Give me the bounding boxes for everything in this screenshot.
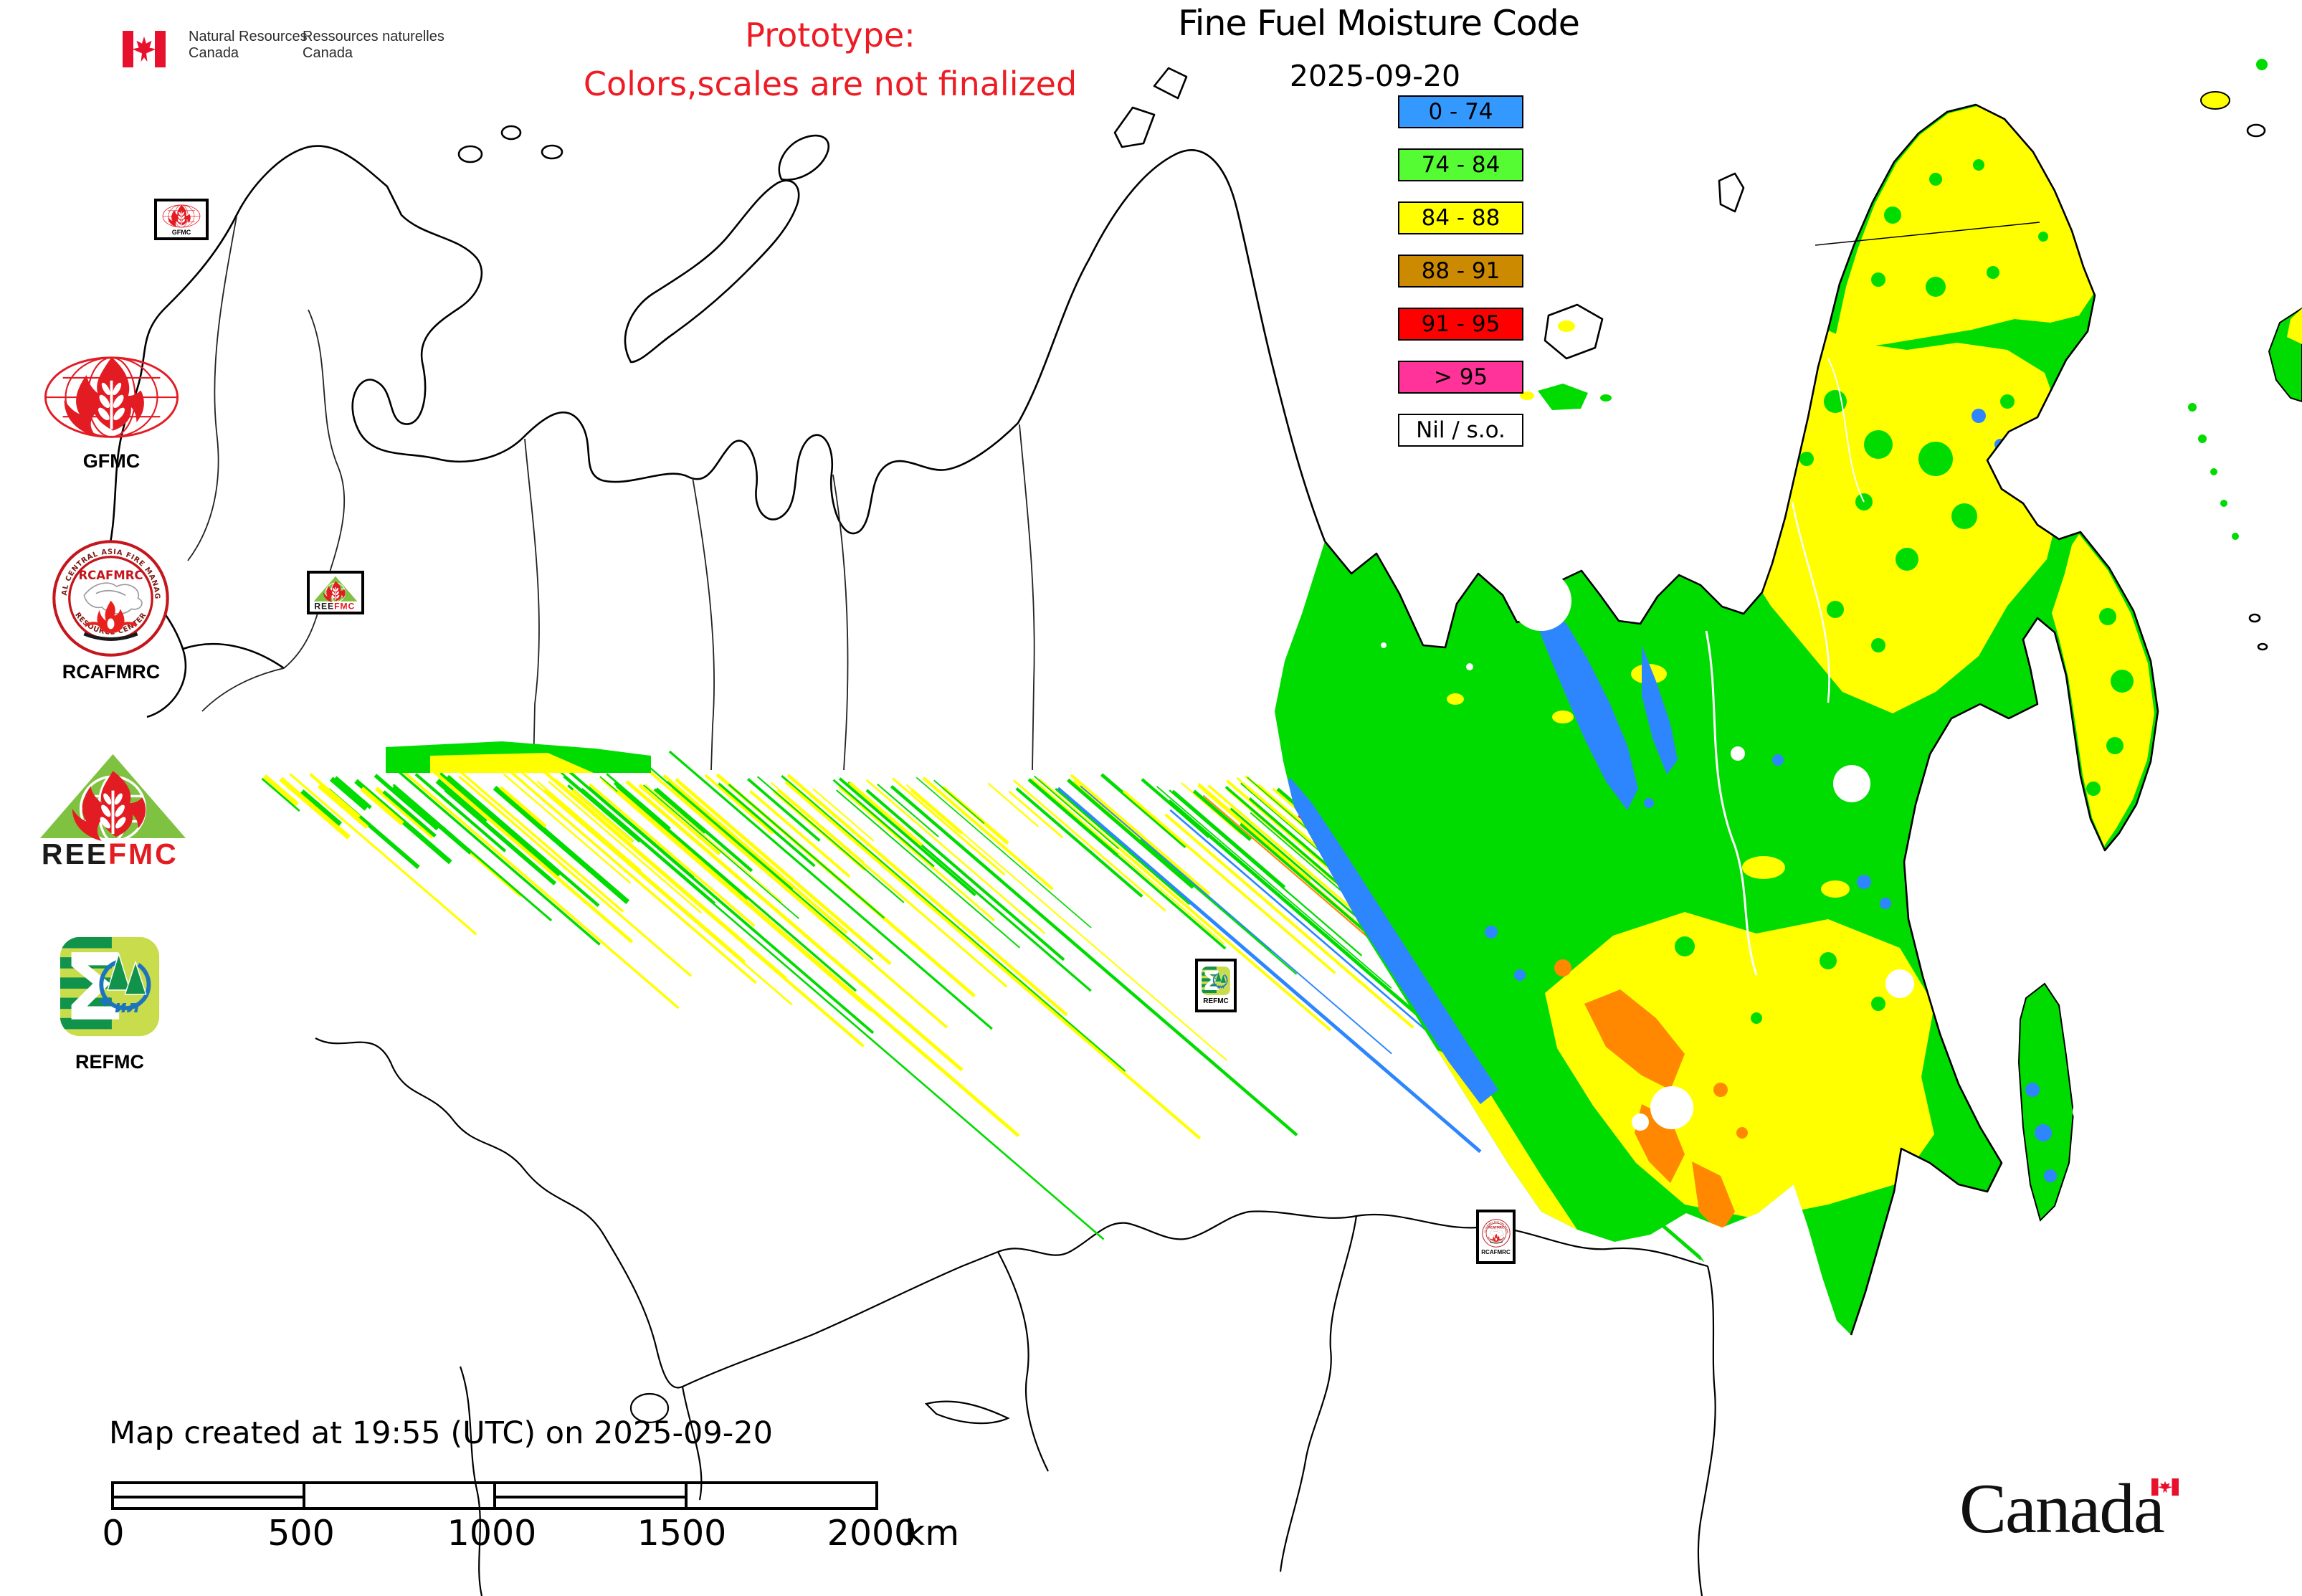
legend-label: > 95 <box>1433 364 1488 390</box>
map-marker-rcafmrc: RCAFMRC <box>1476 1210 1516 1264</box>
scale-tick: 1000 <box>447 1513 537 1554</box>
coastlines-west <box>105 67 2268 718</box>
map-marker-refmc: REFMC <box>1195 959 1237 1012</box>
legend-label: 0 - 74 <box>1428 99 1493 125</box>
legend-label: 74 - 84 <box>1421 152 1500 178</box>
gfmc-logo-label: GFMC <box>82 450 141 472</box>
legend-label: Nil / s.o. <box>1416 417 1506 443</box>
scale-tick: 1500 <box>637 1513 727 1554</box>
map-marker-gfmc: GFMC <box>154 199 209 240</box>
map-created-text: Map created at 19:55 (UTC) on 2025-09-20 <box>109 1415 773 1451</box>
scale-tick: 500 <box>267 1513 335 1554</box>
canada-wordmark: Canada <box>1959 1470 2165 1548</box>
canada-wordmark-flag-icon <box>2151 1478 2179 1496</box>
scale-segment <box>302 1484 494 1507</box>
legend: 0 - 74 74 - 84 84 - 88 88 - 91 91 - 95 >… <box>1398 95 1523 467</box>
map-marker-reefmc <box>307 571 364 614</box>
legend-item-0-74: 0 - 74 <box>1398 95 1523 128</box>
admin-borders <box>187 216 1035 771</box>
islands-east <box>1520 59 2302 1222</box>
legend-label: 91 - 95 <box>1421 311 1500 337</box>
scale-tick: 0 <box>102 1513 125 1554</box>
legend-label: 84 - 88 <box>1421 205 1500 231</box>
legend-label: 88 - 91 <box>1421 258 1500 284</box>
scale-segment <box>114 1484 303 1507</box>
refmc-logo-label: REFMC <box>75 1051 144 1073</box>
legend-item-84-88: 84 - 88 <box>1398 201 1523 234</box>
page-title: Fine Fuel Moisture Code <box>1178 3 1580 44</box>
nrcan-signature-en: Natural Resources Canada <box>189 29 308 61</box>
map-marker-refmc-label: REFMC <box>1203 997 1229 1005</box>
scale-unit: km <box>905 1513 960 1554</box>
streak-strip <box>386 741 651 773</box>
legend-item-91-95: 91 - 95 <box>1398 308 1523 341</box>
gfmc-logo <box>42 353 181 447</box>
legend-item-88-91: 88 - 91 <box>1398 255 1523 288</box>
refmc-logo <box>57 934 162 1042</box>
scale-segment <box>684 1484 876 1507</box>
reefmc-logo <box>36 750 190 870</box>
rcafmrc-logo-label: RCAFMRC <box>62 661 161 683</box>
scale-tick: 2000 <box>827 1513 917 1554</box>
map-marker-gfmc-label: GFMC <box>171 228 191 236</box>
lakes <box>1511 571 2124 1131</box>
canada-flag-icon <box>123 31 166 67</box>
map-marker-rcafmrc-label: RCAFMRC <box>1481 1248 1511 1255</box>
rcafmrc-logo <box>52 539 170 660</box>
nrcan-signature-fr: Ressources naturelles Canada <box>303 29 444 61</box>
legend-item-nil: Nil / s.o. <box>1398 414 1523 447</box>
scale-bar <box>111 1481 878 1510</box>
map-date: 2025-09-20 <box>1289 59 1461 93</box>
legend-item-gt-95: > 95 <box>1398 361 1523 394</box>
scale-segment <box>493 1484 685 1507</box>
legend-item-74-84: 74 - 84 <box>1398 148 1523 181</box>
